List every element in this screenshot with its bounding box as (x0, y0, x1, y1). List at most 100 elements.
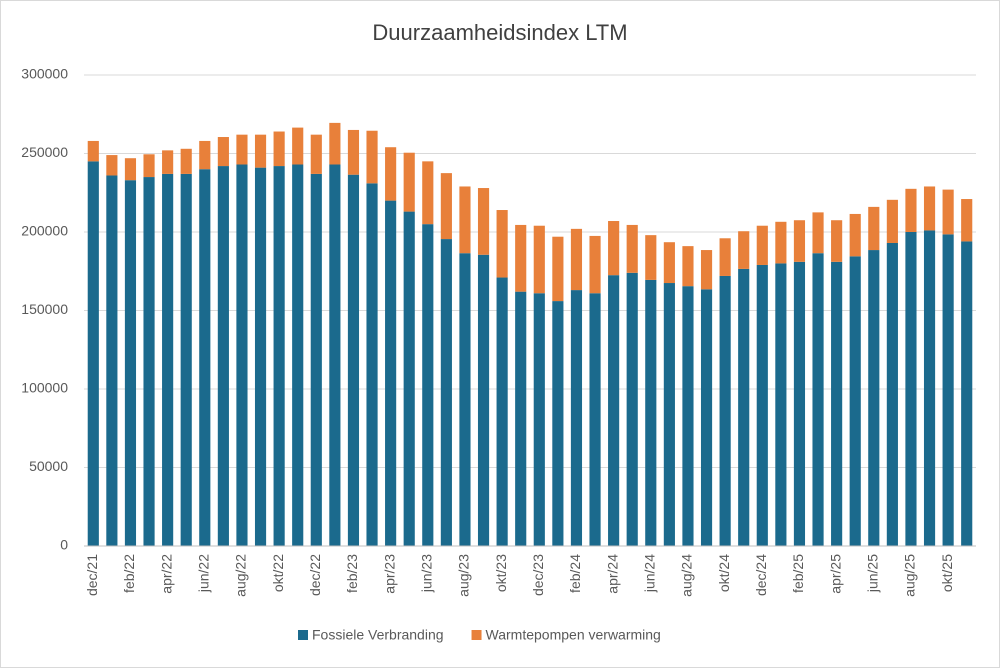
bar-segment (403, 152, 415, 212)
bar-segment (905, 232, 917, 546)
bar-segment (626, 272, 638, 546)
y-tick-label: 200000 (21, 223, 68, 239)
bar-segment (87, 140, 99, 162)
legend-swatch (471, 630, 482, 640)
bar-segment (422, 161, 434, 225)
bar-segment (682, 286, 694, 546)
bar-segment (905, 188, 917, 232)
chart-title: Duurzaamheidsindex LTM (372, 20, 627, 45)
x-tick-label: okt/25 (939, 554, 955, 592)
y-tick-label: 0 (60, 537, 68, 553)
bar-segment (700, 289, 713, 546)
bar-segment (236, 164, 248, 547)
bar-segment (961, 241, 973, 547)
bar-segment (310, 134, 322, 174)
bar-segment (236, 134, 248, 165)
bar-segment (849, 213, 861, 257)
bar-segment (217, 166, 229, 546)
bar-segment (162, 173, 174, 546)
bar-segment (385, 200, 397, 546)
bar-segment (199, 169, 211, 546)
bar-segment (366, 183, 378, 546)
bar-segment (347, 129, 360, 175)
x-tick-label: feb/23 (344, 554, 360, 593)
bar-segment (292, 127, 304, 165)
bar-segment (682, 246, 694, 287)
legend-label: Warmtepompen verwarming (486, 627, 661, 643)
x-tick-label: okt/24 (716, 554, 732, 592)
bar-segment (366, 130, 378, 184)
bar-segment (942, 234, 954, 547)
legend-swatch (298, 630, 308, 640)
x-tick-label: apr/24 (604, 554, 620, 594)
x-tick-label: aug/22 (233, 554, 249, 597)
x-tick-label: okt/23 (493, 554, 509, 592)
bar-segment (645, 279, 657, 546)
bar-segment (719, 238, 731, 276)
x-tick-label: jun/23 (418, 554, 434, 593)
bar-segment (180, 148, 192, 174)
bar-segment (886, 199, 898, 243)
bar-segment (608, 221, 620, 276)
x-tick-label: feb/24 (567, 554, 583, 593)
y-tick-label: 100000 (21, 380, 68, 396)
x-tick-label: aug/24 (679, 554, 695, 597)
bar-segment (273, 131, 285, 167)
bar-segment (868, 206, 880, 251)
x-tick-label: okt/22 (270, 554, 286, 592)
bar-segment (663, 283, 675, 546)
legend-label: Fossiele Verbranding (312, 627, 444, 643)
bar-segment (143, 177, 155, 547)
bar-segment (143, 154, 155, 178)
bar-segment (886, 242, 898, 547)
y-tick-label: 150000 (21, 301, 68, 317)
x-tick-label: apr/23 (381, 554, 397, 594)
x-tick-label: jun/22 (195, 554, 211, 593)
bar-segment (923, 230, 936, 546)
bar-segment (923, 186, 936, 231)
x-tick-label: dec/24 (753, 554, 769, 596)
bar-segment (570, 228, 583, 291)
bar-segment (756, 264, 768, 546)
bar-segment (793, 261, 806, 546)
bar-segment (422, 224, 434, 546)
bar-segment (738, 231, 750, 269)
bar-segment (831, 261, 843, 546)
x-tick-label: dec/23 (530, 554, 546, 596)
bar-segment (199, 140, 211, 170)
bar-segment (440, 173, 452, 240)
bar-segment (645, 235, 657, 280)
x-tick-label: jun/25 (864, 554, 880, 593)
bar-segment (403, 211, 415, 546)
bar-segment (496, 277, 508, 546)
bar-segment (329, 122, 341, 165)
x-tick-label: feb/22 (121, 554, 137, 593)
bar-segment (533, 293, 545, 546)
x-tick-label: dec/22 (307, 554, 323, 596)
bar-segment (533, 225, 545, 294)
x-tick-label: aug/25 (902, 554, 918, 597)
bar-segment (552, 236, 564, 302)
bar-segment (162, 150, 174, 174)
bar-segment (812, 253, 824, 546)
bar-segment (515, 224, 527, 292)
bar-segment (329, 164, 341, 547)
bar-segment (459, 253, 471, 546)
bar-segment (793, 220, 806, 262)
bar-segment (180, 173, 192, 546)
bar-segment (440, 239, 452, 546)
bar-segment (589, 293, 601, 546)
y-tick-label: 50000 (29, 458, 68, 474)
bar-segment (663, 242, 675, 284)
bar-segment (292, 164, 304, 547)
bar-segment (217, 137, 229, 167)
bar-segment (831, 220, 843, 262)
bar-segment (608, 275, 620, 546)
bar-segment (254, 134, 267, 168)
x-tick-label: aug/23 (456, 554, 472, 597)
bar-segment (812, 212, 824, 254)
bar-segment (273, 166, 285, 546)
bar-segment (626, 224, 638, 273)
bar-segment (756, 225, 768, 265)
